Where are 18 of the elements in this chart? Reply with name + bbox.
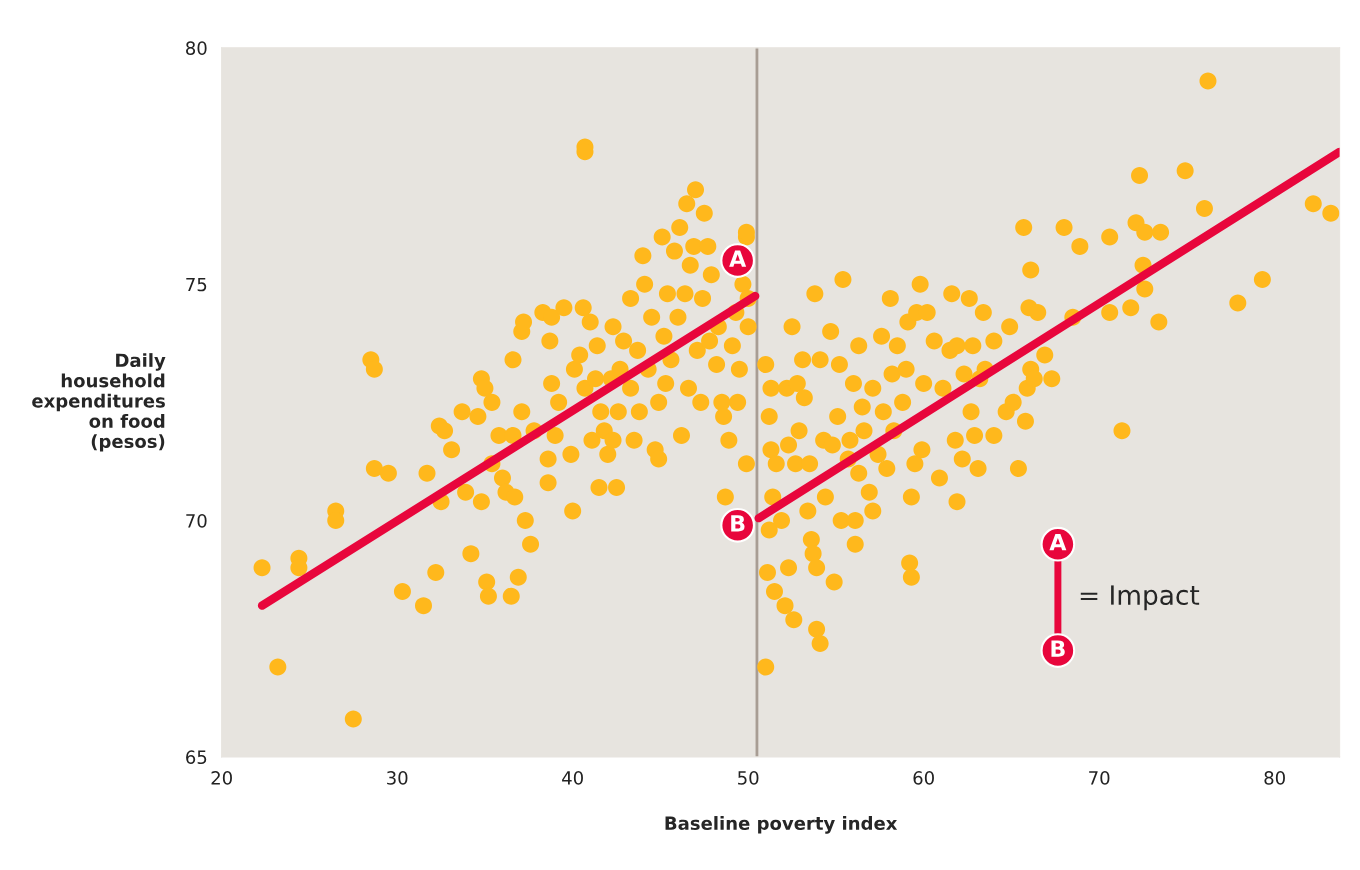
x-tick-label: 80 xyxy=(1264,771,1285,785)
y-tick-label: 65 xyxy=(186,750,207,765)
annotation: B xyxy=(1051,640,1065,657)
y-tick-label: 80 xyxy=(186,41,207,55)
x-tick-label: 20 xyxy=(211,771,232,785)
annotation: A xyxy=(729,250,747,267)
annotation: A xyxy=(1049,534,1067,551)
y-tick-label: 75 xyxy=(186,277,207,292)
x-tick-label: 30 xyxy=(387,771,408,785)
x-tick-label: 40 xyxy=(562,771,583,785)
x-tick-label: 50 xyxy=(738,771,759,785)
y-axis-title: Daily household expenditures on food (pesos) xyxy=(32,353,166,452)
x-axis-title: Baseline poverty index xyxy=(665,816,898,834)
annotation: B xyxy=(731,515,745,532)
y-tick-label: 70 xyxy=(186,514,207,528)
annotation: = Impact xyxy=(1080,585,1200,611)
x-tick-label: 70 xyxy=(1089,771,1110,785)
x-tick-label: 60 xyxy=(913,771,934,785)
